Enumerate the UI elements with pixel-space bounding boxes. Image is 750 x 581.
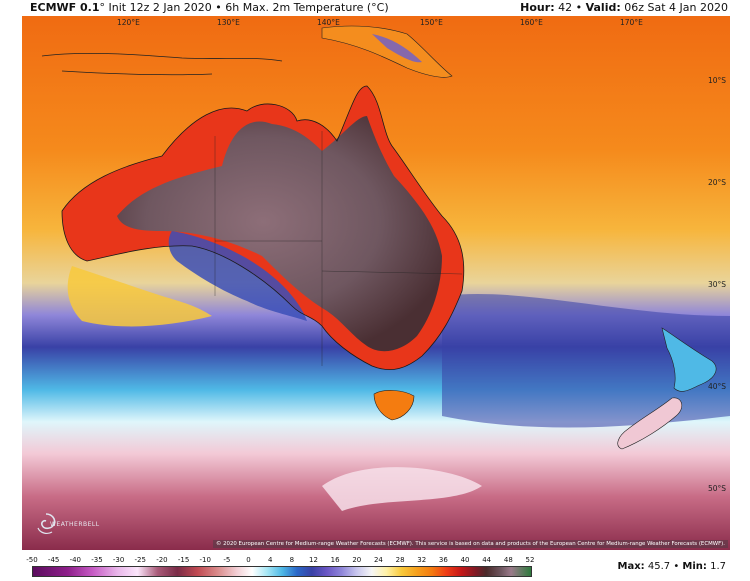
legend-tick: -15 [177,556,190,564]
legend-tick: -40 [69,556,82,564]
legend-tick: 0 [246,556,251,564]
degree-mark: ° [99,1,106,14]
lon-label-140: 140°E [317,18,340,27]
southwest-coast [67,266,213,327]
legend-tick: 36 [438,556,448,564]
legend-color-bar [32,566,532,577]
temperature-map: 120°E 130°E 140°E 150°E 160°E 170°E 10°S… [22,16,730,550]
min-label: Min: [682,561,707,572]
legend-tick: -20 [156,556,168,564]
map-canvas [22,16,730,550]
tasmania [373,390,415,421]
legend-tick: -45 [47,556,60,564]
legend-tick: 28 [395,556,405,564]
legend-tick: -50 [26,556,38,564]
logo-text: WEATHERBELL [50,521,100,528]
lat-label-50s: 50°S [707,484,726,493]
max-min-readout: Max: 45.7 • Min: 1.7 [618,561,726,572]
legend-tick: 32 [417,556,427,564]
max-value: 45.7 [647,561,671,572]
lat-label-30s: 30°S [707,280,726,289]
legend-tick: 44 [482,556,492,564]
temperature-legend: -50 -45 -40 -35 -30 -25 -20 -15 -10 -5 0 4 8 12 16 20 24… [26,556,535,580]
lon-label-130: 130°E [217,18,240,27]
new-zealand-south [617,397,683,450]
legend-tick: 52 [525,556,535,564]
header-subtitle: Init 12z 2 Jan 2020 • 6h Max. 2m Tempera… [108,1,389,14]
legend-tick: 24 [373,556,383,564]
lat-label-10s: 10°S [707,76,726,85]
ecmwf-credit: © 2020 European Centre for Medium-range … [213,540,728,548]
legend-tick: -25 [134,556,146,564]
header-separator: • [575,1,583,14]
new-zealand-north [661,327,717,392]
valid-label: Valid: [585,1,621,14]
state-borders [214,131,463,366]
new-guinea-highlands [372,34,422,63]
model-name: ECMWF 0.1 [30,1,100,14]
swirl-icon [37,513,56,534]
map-header: ECMWF 0.1° Init 12z 2 Jan 2020 • 6h Max.… [0,0,750,16]
header-title: ECMWF 0.1° Init 12z 2 Jan 2020 • 6h Max.… [30,0,389,15]
legend-tick: 8 [289,556,295,564]
hour-label: Hour: [520,1,555,14]
legend-ticks: -50 -45 -40 -35 -30 -25 -20 -15 -10 -5 0 4 8 12 16 20 24… [26,556,535,566]
valid-value: 06z Sat 4 Jan 2020 [624,1,728,14]
max-label: Max: [617,561,645,572]
legend-tick: -10 [199,556,211,564]
lat-label-40s: 40°S [707,382,726,391]
lon-label-120: 120°E [117,18,140,27]
legend-tick: 4 [267,556,273,564]
lon-label-150: 150°E [420,18,443,27]
header-valid: Hour: 42 • Valid: 06z Sat 4 Jan 2020 [520,0,728,15]
lat-label-20s: 20°S [707,178,726,187]
southwest-cool-tongue [168,231,307,321]
lon-label-160: 160°E [520,18,543,27]
indonesia-islands [41,53,283,76]
australia-interior [117,116,442,352]
legend-tick: -5 [223,556,231,564]
legend-tick: -30 [112,556,125,564]
australia-coastline [61,85,465,370]
cool-band [442,293,730,428]
legend-tick: 12 [309,556,318,564]
lon-label-170: 170°E [620,18,643,27]
stats-separator: • [673,561,680,572]
southern-swirl [322,467,482,511]
min-value: 1.7 [710,561,726,572]
legend-tick: 16 [330,556,340,564]
legend-tick: -35 [91,556,103,564]
weatherbell-logo: WEATHERBELL [34,512,99,536]
legend-tick: 40 [460,556,470,564]
legend-tick: 20 [352,556,362,564]
hour-value: 42 [558,1,573,14]
legend-tick: 48 [503,556,513,564]
new-guinea [321,25,453,78]
